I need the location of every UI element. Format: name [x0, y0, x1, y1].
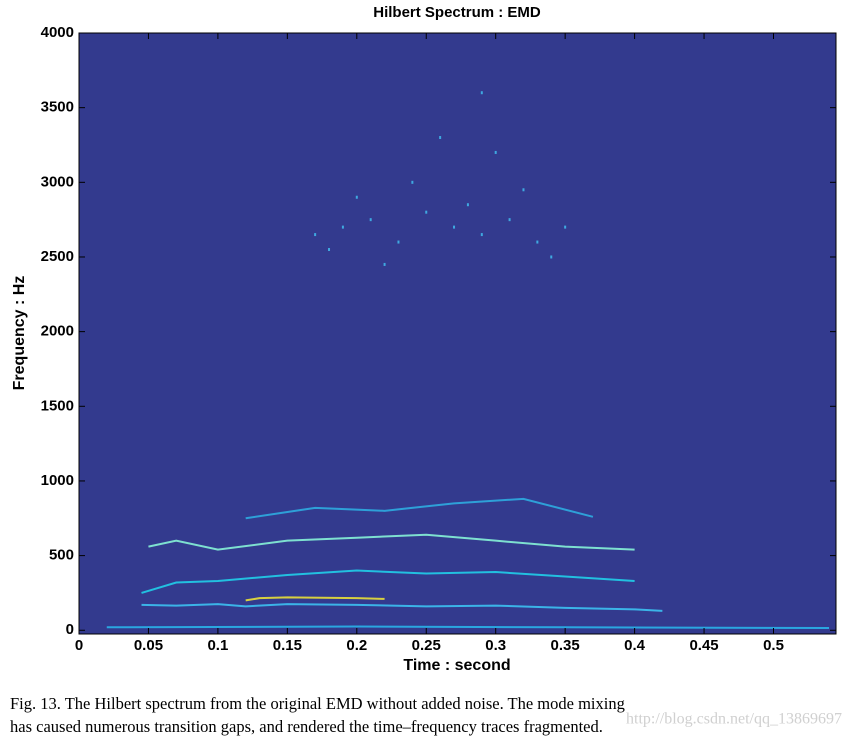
spectrum-point	[439, 136, 442, 140]
x-tick-label: 0.1	[207, 637, 228, 654]
spectrum-point	[425, 210, 428, 214]
y-tick-label: 2500	[41, 248, 74, 265]
spectrum-point	[453, 225, 456, 229]
plot-background	[79, 33, 836, 634]
spectrum-point	[369, 218, 372, 222]
y-tick-label: 2000	[41, 323, 74, 340]
spectrum-point	[564, 225, 567, 229]
y-tick-label: 500	[49, 547, 74, 564]
x-tick-label: 0.45	[689, 637, 718, 654]
spectrum-point	[480, 233, 483, 237]
caption-line: Fig. 13. The Hilbert spectrum from the o…	[10, 694, 625, 713]
spectrum-point	[536, 240, 539, 244]
x-axis-label: Time : second	[403, 657, 510, 674]
y-tick-label: 4000	[41, 24, 74, 41]
y-axis-label: Frequency : Hz	[11, 276, 28, 391]
y-tick-label: 0	[66, 621, 74, 638]
x-tick-label: 0.3	[485, 637, 506, 654]
trace	[245, 596, 385, 602]
watermark: http://blog.csdn.net/qq_13869697	[626, 711, 842, 728]
spectrum-point	[480, 91, 483, 95]
x-tick-label: 0.2	[346, 637, 367, 654]
x-tick-label: 0.5	[763, 637, 784, 654]
spectrum-point	[466, 203, 469, 207]
trace	[141, 569, 635, 594]
x-tick-label: 0.4	[624, 637, 646, 654]
spectrum-point	[411, 180, 414, 184]
trace	[148, 533, 635, 551]
y-tick-label: 3500	[41, 99, 74, 116]
trace	[106, 625, 830, 630]
plot-frame	[78, 32, 837, 635]
spectrum-point	[550, 255, 553, 259]
spectrum-point	[494, 150, 497, 154]
x-tick-label: 0	[75, 637, 83, 654]
y-tick-label: 3000	[41, 173, 74, 190]
spectrum-point	[522, 188, 525, 192]
spectrum-point	[355, 195, 358, 199]
spectrum-point	[383, 262, 386, 266]
x-tick-label: 0.35	[551, 637, 580, 654]
spectrum-point	[314, 233, 317, 237]
spectrum-point	[328, 248, 331, 252]
chart-title: Hilbert Spectrum : EMD	[373, 4, 541, 21]
trace	[245, 497, 594, 520]
y-tick-label: 1500	[41, 397, 74, 414]
x-tick-label: 0.25	[412, 637, 441, 654]
x-tick-label: 0.15	[273, 637, 302, 654]
y-tick-label: 1000	[41, 472, 74, 489]
spectrum-point	[341, 225, 344, 229]
trace	[141, 603, 663, 612]
caption-line: has caused numerous transition gaps, and…	[10, 717, 603, 736]
spectrum-point	[397, 240, 400, 244]
x-tick-label: 0.05	[134, 637, 163, 654]
spectrum-point	[508, 218, 511, 222]
